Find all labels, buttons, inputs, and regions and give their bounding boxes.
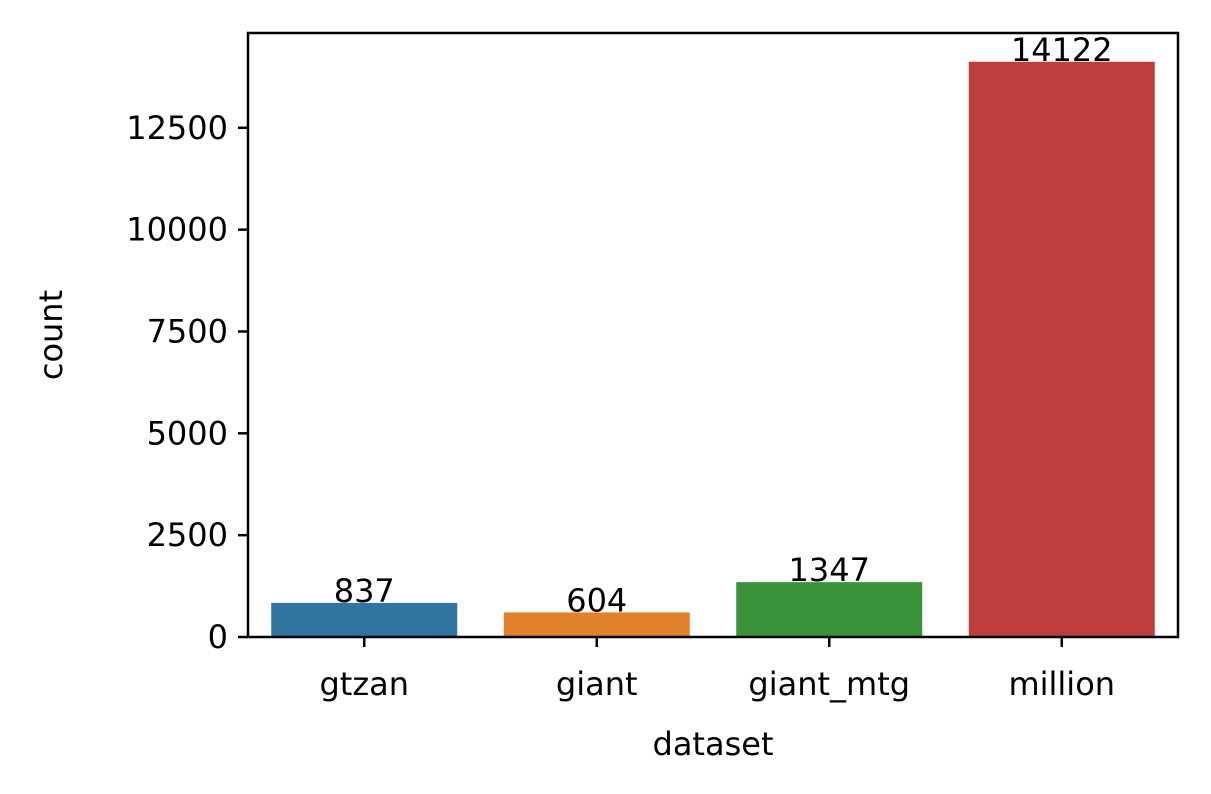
bar-gtzan xyxy=(271,602,458,637)
x-tick-label: gtzan xyxy=(319,665,409,703)
bar-value-label: 1347 xyxy=(789,551,870,589)
x-tick-label: giant xyxy=(556,665,638,703)
x-axis: gtzan giant giant_mtg million xyxy=(319,637,1115,703)
plot-frame xyxy=(246,31,1180,639)
y-tick-label: 7500 xyxy=(147,312,228,350)
bar-value-label: 837 xyxy=(334,572,395,610)
y-tick-label: 5000 xyxy=(147,414,228,452)
y-tick-label: 10000 xyxy=(126,211,228,249)
x-axis-label: dataset xyxy=(653,725,774,763)
y-axis-label: count xyxy=(32,290,70,380)
y-tick-label: 12500 xyxy=(126,109,228,147)
bars xyxy=(271,61,1155,637)
y-tick-label: 0 xyxy=(208,618,228,656)
x-tick-label: million xyxy=(1008,665,1115,703)
bar-giant-mtg xyxy=(736,582,923,637)
bar-value-labels: 837 604 1347 14122 xyxy=(334,31,1113,620)
bar-value-label: 604 xyxy=(566,581,627,619)
x-tick-label: giant_mtg xyxy=(748,665,910,703)
bar-million xyxy=(968,61,1155,637)
y-tick-label: 2500 xyxy=(147,516,228,554)
bar-giant xyxy=(503,612,690,637)
bar-value-label: 14122 xyxy=(1011,31,1113,69)
y-axis: 0 2500 5000 7500 10000 12500 xyxy=(126,109,248,656)
